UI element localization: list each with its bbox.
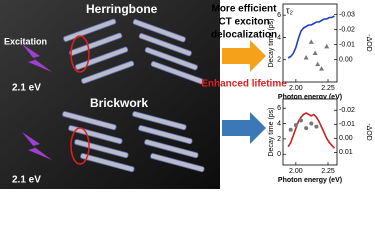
highlight-ring	[70, 127, 90, 165]
caption: More efficient	[211, 4, 277, 15]
label: Brickwork	[90, 96, 148, 110]
molecule	[68, 125, 123, 145]
data-point	[308, 39, 314, 44]
structure-panel	[0, 0, 220, 189]
data-point	[288, 127, 293, 132]
figure: Herringbone Excitation 2.1 eV Brickwork …	[0, 0, 373, 189]
y-tick-label: 0	[277, 151, 281, 158]
y-tick-label: 6	[277, 105, 281, 112]
annotation: τ₂	[286, 5, 294, 15]
highlight-text: Enhanced lifetime	[201, 79, 287, 90]
molecule	[80, 153, 135, 173]
molecule	[81, 60, 135, 84]
molecules	[62, 18, 205, 173]
molecule	[74, 139, 129, 159]
label: 2.1 eV	[12, 175, 41, 186]
y2-tick-label: -0.03	[339, 11, 355, 18]
data-point	[319, 66, 325, 71]
molecule	[63, 18, 117, 42]
y-tick-label: 2	[277, 57, 281, 64]
molecule	[138, 125, 193, 145]
data-point	[314, 124, 319, 129]
caption: delocalization	[211, 30, 277, 41]
data-point	[304, 126, 309, 131]
data-point	[293, 123, 298, 128]
x-tick-label: 2.25	[321, 168, 335, 175]
data-point	[312, 50, 318, 56]
y2-tick-label: -0.01	[339, 41, 355, 48]
data-point	[315, 61, 321, 67]
caption: CT exciton	[218, 17, 269, 28]
molecule	[75, 46, 129, 70]
data-line	[287, 15, 335, 59]
y-tick-label: 6	[277, 12, 281, 19]
arrow	[222, 40, 266, 72]
y2-tick-label: 0.01	[339, 149, 353, 156]
molecule	[144, 47, 198, 71]
y-tick-label: 4	[277, 34, 281, 41]
x-axis-label: Photon energy (eV)	[278, 177, 342, 184]
molecule	[144, 139, 199, 159]
label: Excitation	[4, 36, 47, 46]
y2-tick-label: -0.02	[339, 107, 355, 114]
plot-frame	[282, 98, 338, 166]
molecule	[150, 61, 204, 85]
lightning	[22, 44, 52, 72]
y2-tick-label: 0.00	[339, 56, 353, 63]
y-axis-label: Decay time (ps)	[268, 107, 275, 156]
y-axis-label: Decay time (ps)	[268, 18, 275, 67]
y-tick-label: 4	[277, 120, 281, 127]
x-axis-label: Photon energy (eV)	[278, 94, 342, 101]
molecule	[62, 111, 117, 131]
x-tick-label: 2.00	[289, 85, 303, 92]
highlight-ring	[70, 35, 90, 73]
x-tick-label: 2.25	[321, 85, 335, 92]
y2-axis-label: -ΔOD	[365, 34, 372, 52]
label: Herringbone	[86, 2, 158, 16]
data-point	[324, 43, 330, 49]
molecule	[132, 19, 186, 43]
data-point	[303, 54, 309, 60]
data-point	[309, 121, 314, 126]
y2-tick-label: 0.00	[339, 135, 353, 142]
arrow	[222, 112, 266, 144]
label: 2.1 eV	[12, 83, 41, 94]
y2-tick-label: -0.02	[339, 26, 355, 33]
y2-tick-label: -0.01	[339, 121, 355, 128]
molecule	[132, 111, 187, 131]
y-tick-label: 2	[277, 136, 281, 143]
y2-axis-label: -ΔOD	[365, 123, 372, 141]
molecule	[69, 32, 123, 56]
data-line	[287, 112, 336, 149]
x-tick-label: 2.00	[289, 168, 303, 175]
data-point	[299, 118, 303, 123]
molecule	[150, 153, 205, 173]
molecule	[138, 33, 192, 57]
lightning	[22, 132, 52, 160]
